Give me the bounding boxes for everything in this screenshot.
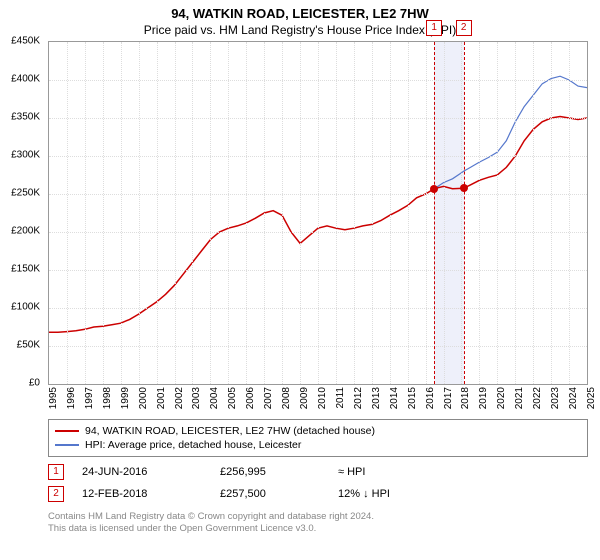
x-tick-label: 2021	[514, 387, 525, 409]
sales-table: 1 24-JUN-2016 £256,995 ≈ HPI 2 12-FEB-20…	[48, 461, 588, 505]
x-tick-label: 2018	[460, 387, 471, 409]
series-line	[434, 76, 587, 189]
sale-marker-badge: 2	[456, 20, 472, 36]
x-tick-label: 2005	[227, 387, 238, 409]
x-tick-label: 2016	[425, 387, 436, 409]
footer-line: This data is licensed under the Open Gov…	[48, 523, 588, 535]
sale-date: 12-FEB-2018	[82, 488, 202, 500]
sale-row: 1 24-JUN-2016 £256,995 ≈ HPI	[48, 461, 588, 483]
x-tick-label: 2004	[209, 387, 220, 409]
sale-price: £257,500	[220, 488, 320, 500]
y-tick-label: £200K	[11, 226, 40, 237]
y-axis: £0£50K£100K£150K£200K£250K£300K£350K£400…	[0, 41, 44, 385]
x-axis: 1995 1996 1997 1998 1999 2000 2001 2002 2003 2004…	[48, 385, 588, 411]
sale-marker-badge: 1	[426, 20, 442, 36]
x-tick-label: 2007	[263, 387, 274, 409]
y-tick-label: £250K	[11, 188, 40, 199]
y-tick-label: £350K	[11, 112, 40, 123]
x-tick-label: 1995	[48, 387, 59, 409]
x-tick-label: 2001	[156, 387, 167, 409]
sale-delta: ≈ HPI	[338, 466, 438, 478]
sale-dot	[460, 184, 468, 192]
x-tick-label: 2000	[138, 387, 149, 409]
x-tick-label: 2014	[389, 387, 400, 409]
chart-subtitle: Price paid vs. HM Land Registry's House …	[0, 21, 600, 41]
legend: 94, WATKIN ROAD, LEICESTER, LE2 7HW (det…	[48, 419, 588, 457]
x-tick-label: 2017	[443, 387, 454, 409]
x-tick-label: 2008	[281, 387, 292, 409]
footer-line: Contains HM Land Registry data © Crown c…	[48, 511, 588, 523]
x-tick-label: 2023	[550, 387, 561, 409]
x-tick-label: 2010	[317, 387, 328, 409]
x-tick-label: 2019	[478, 387, 489, 409]
legend-label: 94, WATKIN ROAD, LEICESTER, LE2 7HW (det…	[85, 425, 375, 437]
x-tick-label: 2003	[191, 387, 202, 409]
legend-swatch	[55, 444, 79, 446]
y-tick-label: £0	[29, 378, 40, 389]
legend-swatch	[55, 430, 79, 432]
x-tick-label: 1999	[120, 387, 131, 409]
legend-item: 94, WATKIN ROAD, LEICESTER, LE2 7HW (det…	[55, 424, 581, 438]
y-tick-label: £450K	[11, 36, 40, 47]
y-tick-label: £50K	[17, 340, 40, 351]
x-tick-label: 2015	[407, 387, 418, 409]
legend-item: HPI: Average price, detached house, Leic…	[55, 438, 581, 452]
x-tick-label: 2009	[299, 387, 310, 409]
x-tick-label: 2013	[371, 387, 382, 409]
chart-title: 94, WATKIN ROAD, LEICESTER, LE2 7HW	[0, 0, 600, 21]
sale-date: 24-JUN-2016	[82, 466, 202, 478]
y-tick-label: £400K	[11, 74, 40, 85]
x-tick-label: 2011	[335, 387, 346, 409]
x-tick-label: 1996	[66, 387, 77, 409]
x-tick-label: 2006	[245, 387, 256, 409]
sale-marker-line	[464, 42, 465, 384]
sale-price: £256,995	[220, 466, 320, 478]
x-tick-label: 2020	[496, 387, 507, 409]
sale-badge: 1	[48, 464, 64, 480]
x-tick-label: 2024	[568, 387, 579, 409]
x-tick-label: 2022	[532, 387, 543, 409]
sale-dot	[430, 185, 438, 193]
sale-badge: 2	[48, 486, 64, 502]
x-tick-label: 1998	[102, 387, 113, 409]
sale-delta: 12% ↓ HPI	[338, 488, 438, 500]
sale-marker-line	[434, 42, 435, 384]
y-tick-label: £100K	[11, 302, 40, 313]
chart-area: £0£50K£100K£150K£200K£250K£300K£350K£400…	[48, 41, 588, 411]
x-tick-label: 2012	[353, 387, 364, 409]
legend-label: HPI: Average price, detached house, Leic…	[85, 439, 301, 451]
x-tick-label: 2002	[174, 387, 185, 409]
footer: Contains HM Land Registry data © Crown c…	[48, 511, 588, 536]
sale-row: 2 12-FEB-2018 £257,500 12% ↓ HPI	[48, 483, 588, 505]
chart-container: 94, WATKIN ROAD, LEICESTER, LE2 7HW Pric…	[0, 0, 600, 560]
y-tick-label: £300K	[11, 150, 40, 161]
x-tick-label: 2025	[586, 387, 597, 409]
x-tick-label: 1997	[84, 387, 95, 409]
plot-area: 12	[48, 41, 588, 385]
y-tick-label: £150K	[11, 264, 40, 275]
